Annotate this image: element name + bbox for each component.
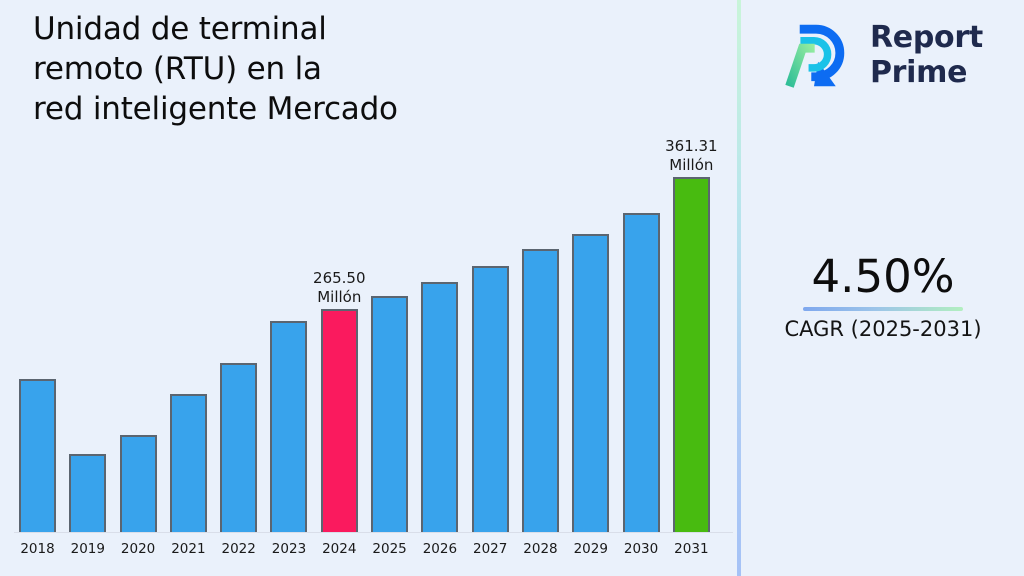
bar-slot-2023 <box>270 321 308 532</box>
x-axis-labels: 2018 2019 2020 2021 2022 2023 2024 2025 2026 2027… <box>19 541 710 557</box>
page-title-line-1: Unidad de terminal <box>33 11 327 47</box>
bar-2024 <box>320 309 358 532</box>
logo-text-prime: Prime <box>870 55 968 90</box>
bar-2020 <box>119 435 157 532</box>
report-prime-logo-icon <box>785 24 845 88</box>
x-tick-2025: 2025 <box>372 541 407 557</box>
bar-2031 <box>672 177 710 532</box>
bar-2022 <box>220 363 258 532</box>
bar-2027 <box>471 266 509 532</box>
x-tick-2022: 2022 <box>221 541 256 557</box>
bar-slot-2030 <box>622 213 660 532</box>
page-title-line-3: red inteligente Mercado <box>33 91 398 127</box>
bar-2029 <box>572 234 610 532</box>
bar-value-label-2031: 361.31 Millón <box>665 137 718 174</box>
bar-2018 <box>19 379 56 532</box>
x-tick-2029: 2029 <box>573 541 608 557</box>
bar-2030 <box>622 213 660 532</box>
page-title: Unidad de terminal remoto (RTU) en la re… <box>33 9 398 129</box>
bar-chart: 265.50 Millón 361.31 Millón 2018 2019 2020 202… <box>14 137 733 557</box>
bar-slot-2031: 361.31 Millón <box>665 137 718 532</box>
bar-2019 <box>69 454 107 532</box>
bar-slot-2020 <box>119 435 157 532</box>
x-tick-2026: 2026 <box>422 541 458 557</box>
vertical-divider <box>737 0 741 576</box>
x-tick-2023: 2023 <box>271 541 307 557</box>
page-title-line-2: remoto (RTU) en la <box>33 51 322 87</box>
cagr-underline <box>803 307 963 311</box>
bar-slot-2021 <box>169 394 207 532</box>
x-tick-2031: 2031 <box>674 541 709 557</box>
cagr-label: CAGR (2025-2031) <box>784 317 982 341</box>
cagr-panel: 4.50% CAGR (2025-2031) <box>760 250 1006 342</box>
x-tick-2027: 2027 <box>472 541 508 557</box>
bar-2025 <box>371 296 409 532</box>
bar-slot-2029 <box>572 234 610 532</box>
logo-text-report: Report <box>870 20 983 55</box>
bar-slot-2027 <box>471 266 509 532</box>
report-prime-logo: Report Prime <box>780 12 983 98</box>
bar-2023 <box>270 321 308 532</box>
bar-slot-2026 <box>421 282 459 532</box>
bars-row: 265.50 Millón 361.31 Millón <box>19 137 718 532</box>
bar-slot-2028 <box>521 249 559 532</box>
x-tick-2019: 2019 <box>70 541 105 557</box>
bar-2021 <box>169 394 207 532</box>
bar-2028 <box>521 249 559 532</box>
report-prime-logo-text: Report Prime <box>870 20 983 90</box>
bar-slot-2019 <box>69 454 107 532</box>
x-tick-2024: 2024 <box>322 541 357 557</box>
bar-slot-2025 <box>371 296 409 532</box>
bar-2026 <box>421 282 459 532</box>
x-tick-2028: 2028 <box>523 541 558 557</box>
bar-slot-2018 <box>19 379 56 532</box>
bar-slot-2022 <box>220 363 258 532</box>
cagr-value: 4.50% <box>811 250 955 303</box>
x-tick-2020: 2020 <box>120 541 156 557</box>
x-axis-line <box>14 532 733 533</box>
bar-value-label-2024: 265.50 Millón <box>313 269 366 306</box>
x-tick-2021: 2021 <box>171 541 206 557</box>
x-tick-2030: 2030 <box>623 541 659 557</box>
bar-slot-2024: 265.50 Millón <box>313 269 366 532</box>
x-tick-2018: 2018 <box>20 541 55 557</box>
